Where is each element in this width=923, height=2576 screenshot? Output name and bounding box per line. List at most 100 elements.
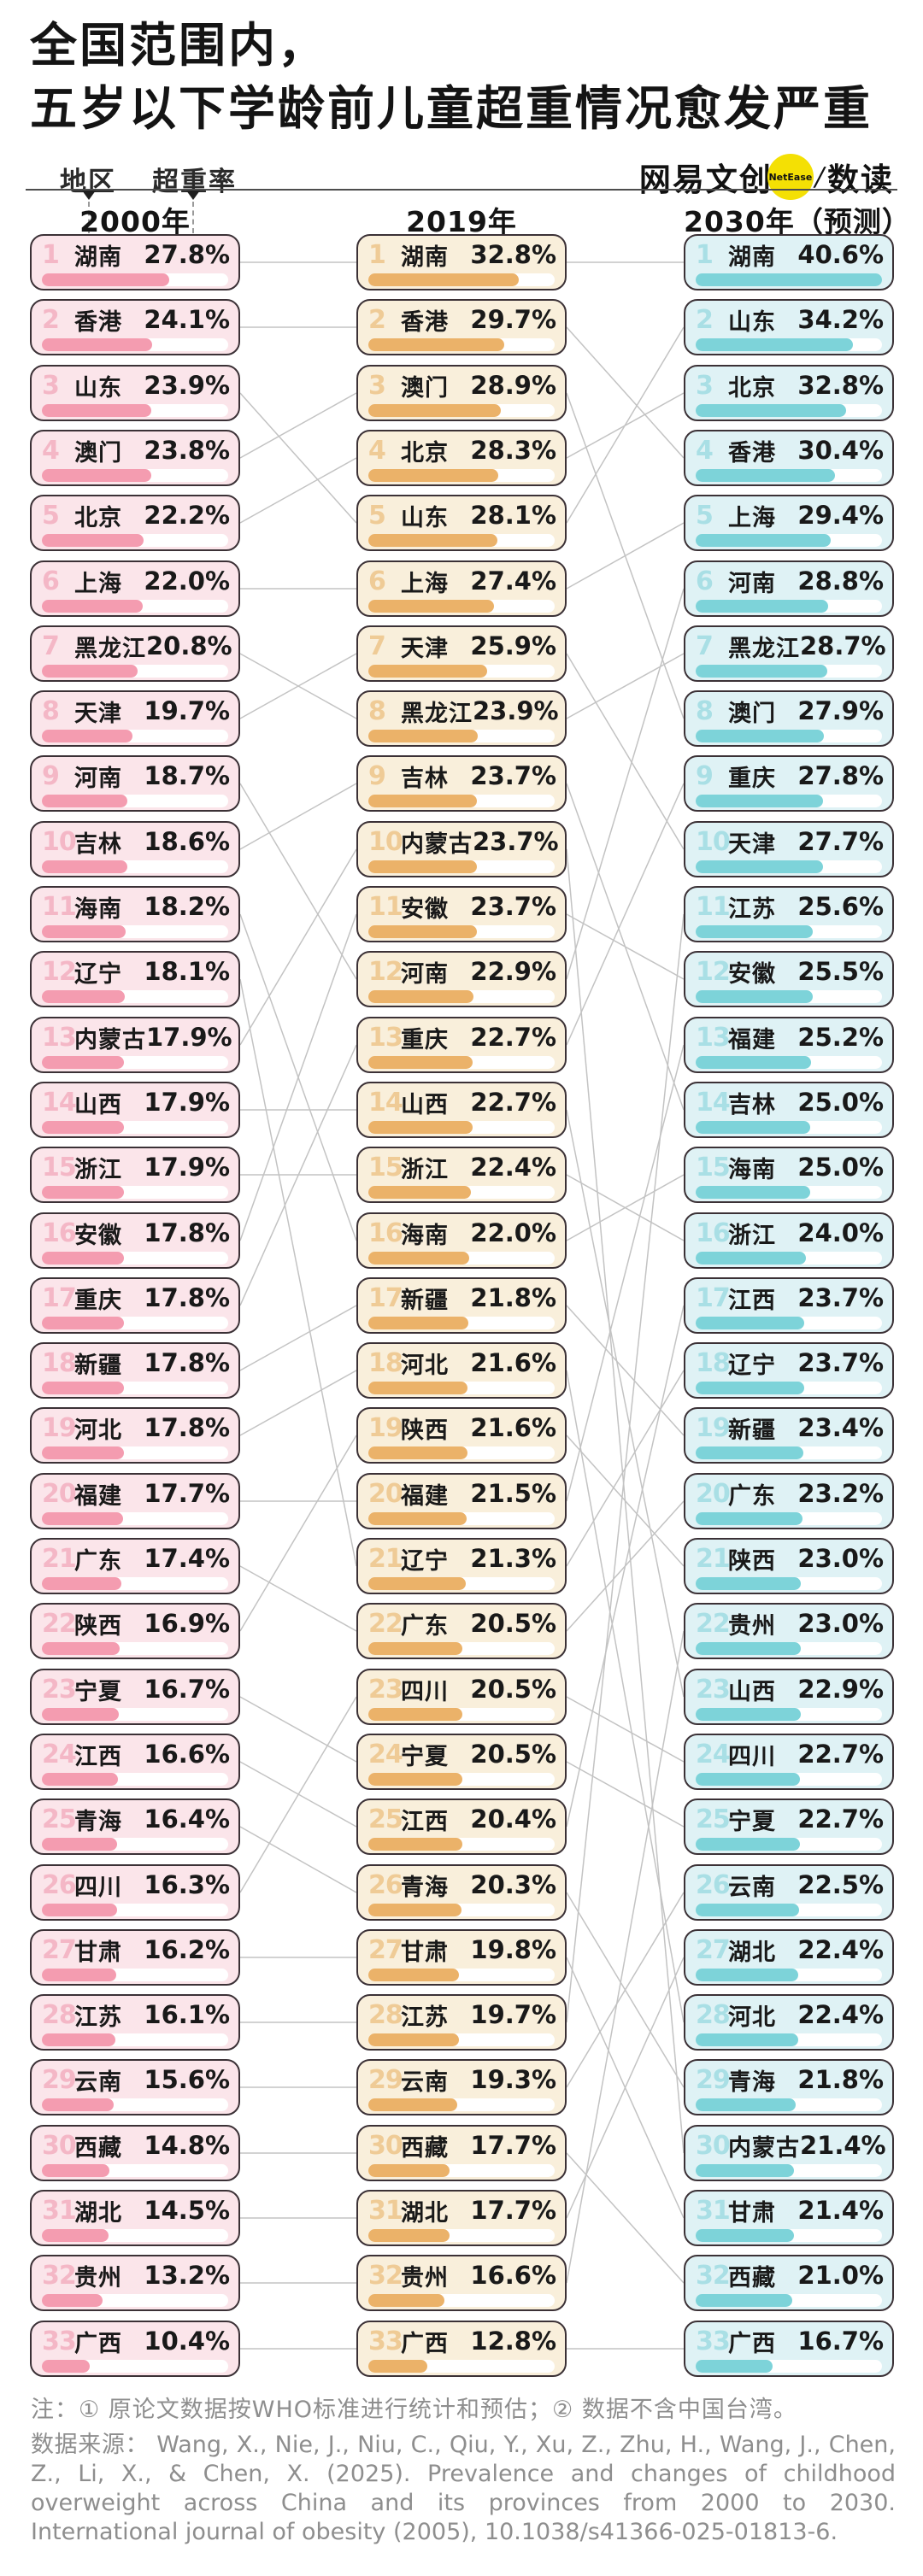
province-name: 黑龙江 xyxy=(74,635,146,662)
rate-bar-fill xyxy=(42,2294,103,2307)
rank-card-2019年-1: 1 湖南 32.8% xyxy=(356,234,567,290)
rank-number: 21 xyxy=(42,1543,77,1574)
rank-number: 3 xyxy=(368,370,386,401)
card-text-row: 7 黑龙江 28.7% xyxy=(696,631,886,662)
province-name: 甘肃 xyxy=(74,1939,122,1966)
rate-bar-track xyxy=(696,860,882,873)
rate-value: 22.0% xyxy=(470,1218,556,1247)
rate-value: 22.5% xyxy=(797,1870,884,1899)
rate-bar-track xyxy=(368,1838,555,1851)
province-name: 黑龙江 xyxy=(728,635,800,662)
rate-bar-track xyxy=(696,2360,882,2373)
province-name: 江西 xyxy=(74,1743,122,1770)
card-text-row: 10 吉林 18.6% xyxy=(42,827,230,858)
rate-value: 22.7% xyxy=(470,1023,556,1052)
rate-bar-fill xyxy=(42,1317,124,1329)
rate-bar-track xyxy=(696,1773,882,1786)
card-text-row: 33 广西 16.7% xyxy=(696,2327,884,2357)
rate-bar-fill xyxy=(696,404,847,417)
card-text-row: 6 上海 27.4% xyxy=(368,566,556,597)
rank-card-2000年-7: 7 黑龙江 20.8% xyxy=(30,625,240,682)
rate-bar-fill xyxy=(368,1252,470,1265)
rank-number: 28 xyxy=(368,1999,403,2030)
card-text-row: 8 黑龙江 23.9% xyxy=(368,696,559,727)
rate-bar-track xyxy=(42,1446,228,1459)
rank-number: 8 xyxy=(696,695,714,726)
province-name: 广东 xyxy=(74,1547,122,1575)
rate-value: 21.4% xyxy=(797,2196,884,2225)
rate-bar-track xyxy=(42,1708,228,1721)
rank-card-2019年-4: 4 北京 28.3% xyxy=(356,430,567,486)
rate-value: 22.4% xyxy=(470,1153,556,1182)
rank-number: 17 xyxy=(696,1282,731,1313)
rank-card-2030年（预测）-33: 33 广西 16.7% xyxy=(684,2321,894,2377)
rank-card-2019年-21: 21 辽宁 21.3% xyxy=(356,1538,567,1594)
rate-bar-fill xyxy=(696,860,823,873)
rate-value: 22.4% xyxy=(797,2000,884,2029)
card-text-row: 9 吉林 23.7% xyxy=(368,761,556,792)
rate-bar-fill xyxy=(42,2033,116,2046)
card-text-row: 19 新疆 23.4% xyxy=(696,1413,884,1444)
rate-value: 17.9% xyxy=(144,1088,230,1117)
rank-number: 21 xyxy=(368,1543,403,1574)
rate-value: 25.9% xyxy=(470,631,556,660)
rate-value: 16.4% xyxy=(144,1804,230,1834)
province-name: 山西 xyxy=(728,1678,776,1705)
rate-bar-fill xyxy=(42,795,128,807)
rate-value: 22.7% xyxy=(797,1740,884,1769)
rate-guide-line xyxy=(192,202,194,233)
rank-card-2000年-10: 10 吉林 18.6% xyxy=(30,821,240,877)
rank-card-2030年（预测）-18: 18 辽宁 23.7% xyxy=(684,1342,894,1399)
province-name: 湖南 xyxy=(74,244,122,271)
rate-bar-track xyxy=(368,404,555,417)
rate-bar-track xyxy=(696,1577,882,1590)
rank-number: 23 xyxy=(696,1674,731,1705)
rank-card-2019年-28: 28 江苏 19.7% xyxy=(356,1994,567,2051)
rank-number: 15 xyxy=(42,1152,77,1182)
card-text-row: 14 吉林 25.0% xyxy=(696,1088,884,1118)
rate-value: 28.8% xyxy=(797,566,884,596)
rank-card-2030年（预测）-9: 9 重庆 27.8% xyxy=(684,755,894,812)
rate-bar-track xyxy=(696,665,882,678)
rate-value: 16.7% xyxy=(144,1675,230,1704)
card-text-row: 8 澳门 27.9% xyxy=(696,695,884,727)
rate-value: 21.8% xyxy=(470,1283,556,1312)
rank-card-2019年-24: 24 宁夏 20.5% xyxy=(356,1734,567,1790)
card-text-row: 13 内蒙古 17.9% xyxy=(42,1023,232,1053)
rank-card-2019年-12: 12 河南 22.9% xyxy=(356,951,567,1007)
rank-card-2000年-26: 26 四川 16.3% xyxy=(30,1864,240,1921)
rate-bar-track xyxy=(696,730,882,742)
rank-number: 24 xyxy=(368,1739,403,1769)
province-name: 海南 xyxy=(728,1156,776,1183)
rank-card-2019年-31: 31 湖北 17.7% xyxy=(356,2190,567,2246)
card-text-row: 12 河南 22.9% xyxy=(368,957,556,988)
rank-card-2019年-14: 14 山西 22.7% xyxy=(356,1082,567,1138)
province-name: 云南 xyxy=(401,2068,449,2096)
card-text-row: 10 内蒙古 23.7% xyxy=(368,827,559,858)
rate-bar-track xyxy=(368,1186,555,1199)
rate-bar-fill xyxy=(696,1382,805,1394)
rank-number: 30 xyxy=(696,2130,731,2161)
province-name: 云南 xyxy=(74,2068,122,2096)
rate-value: 22.7% xyxy=(470,1088,556,1117)
rate-bar-track xyxy=(42,2360,228,2373)
rank-card-2000年-32: 32 贵州 13.2% xyxy=(30,2255,240,2311)
column-year-label-2000: 2000年 xyxy=(79,205,191,238)
province-name: 上海 xyxy=(401,570,449,597)
rank-card-2000年-13: 13 内蒙古 17.9% xyxy=(30,1017,240,1073)
rate-bar-fill xyxy=(42,534,144,547)
rate-value: 23.0% xyxy=(797,1609,884,1638)
rank-number: 6 xyxy=(368,566,386,596)
rate-value: 25.0% xyxy=(797,1088,884,1117)
rate-bar-track xyxy=(696,1642,882,1655)
card-text-row: 3 澳门 28.9% xyxy=(368,370,556,402)
province-name: 安徽 xyxy=(728,960,776,988)
rate-value: 15.6% xyxy=(144,2065,230,2094)
rank-card-2000年-21: 21 广东 17.4% xyxy=(30,1538,240,1594)
rank-number: 1 xyxy=(368,239,386,270)
rank-number: 29 xyxy=(696,2064,731,2095)
rate-bar-fill xyxy=(696,795,824,807)
province-name: 广西 xyxy=(401,2330,449,2357)
rate-bar-fill xyxy=(368,1446,467,1459)
province-name: 澳门 xyxy=(401,374,449,402)
